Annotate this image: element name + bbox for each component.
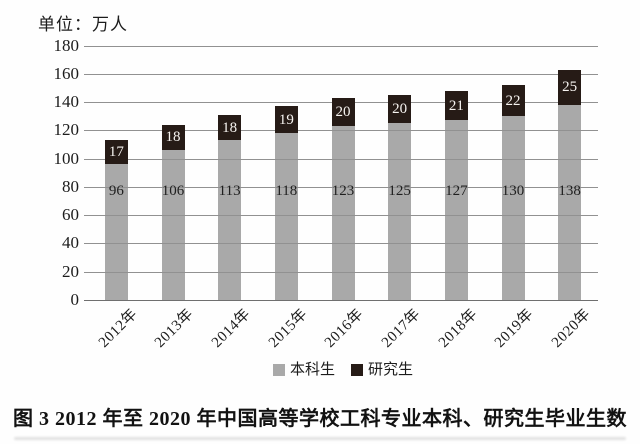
bar-segment-undergraduate	[274, 133, 298, 300]
bar-segment-graduate	[104, 140, 128, 165]
y-axis-tick-label: 140	[53, 92, 80, 112]
bar-segment-graduate	[218, 114, 242, 141]
bar-value-label-graduate: 22	[505, 92, 521, 109]
bar-segment-graduate	[501, 85, 525, 117]
gridline-20	[84, 271, 598, 273]
y-axis-tick-label: 80	[62, 176, 79, 196]
x-axis-tick-label: 2015年	[265, 306, 311, 351]
legend-item-undergraduate: 本科生	[272, 361, 335, 379]
legend-swatch-graduate	[351, 364, 363, 376]
page-edge-artifact	[14, 437, 626, 440]
bar-value-label-undergraduate: 96	[108, 183, 124, 199]
bar-segment-undergraduate	[104, 164, 128, 300]
legend-item-graduate: 研究生	[351, 361, 413, 379]
bar-value-label-graduate: 18	[165, 129, 181, 146]
y-axis-tick-label: 40	[62, 233, 79, 253]
legend: 本科生 研究生	[88, 361, 598, 379]
bar-value-label-undergraduate: 138	[558, 183, 581, 199]
bar-value-label-graduate: 20	[392, 101, 408, 118]
gridline-40	[84, 243, 598, 245]
gridline-80	[84, 186, 598, 188]
x-axis-tick-label: 2012年	[95, 306, 141, 351]
bar-segment-undergraduate	[501, 116, 525, 300]
bar-value-label-graduate: 18	[222, 119, 238, 136]
bar-value-label-graduate: 19	[278, 111, 294, 128]
bar-segment-undergraduate	[161, 150, 185, 300]
figure-caption: 图 3 2012 年至 2020 年中国高等学校工科专业本科、研究生毕业生数	[13, 408, 627, 430]
x-axis-tick-label: 2013年	[152, 306, 198, 351]
bar-value-label-undergraduate: 106	[161, 183, 185, 199]
gridline-160	[84, 73, 598, 75]
bar-segment-graduate	[444, 90, 468, 121]
bar-segment-undergraduate	[444, 120, 468, 300]
x-axis-tick-label: 2019年	[492, 306, 538, 351]
y-axis-tick-label: 0	[70, 290, 80, 309]
bar-value-label-graduate: 21	[448, 97, 464, 114]
legend-swatch-undergraduate	[272, 364, 285, 376]
bar-value-label-undergraduate: 118	[275, 183, 298, 199]
y-axis-tick-label: 180	[53, 35, 80, 55]
bar-segment-undergraduate	[558, 104, 582, 300]
bar-value-label-graduate: 25	[562, 79, 578, 96]
y-axis-tick-label: 100	[53, 148, 80, 168]
gridline-180	[84, 45, 598, 47]
y-axis-tick-label: 160	[53, 63, 80, 83]
x-axis-tick-label: 2018年	[435, 306, 481, 351]
bar-segment-graduate	[331, 97, 355, 127]
bar-segment-undergraduate	[218, 140, 242, 300]
x-axis-tick-label: 2016年	[322, 306, 368, 351]
bar-value-label-undergraduate: 130	[501, 183, 525, 199]
bar-chart-plot: 0 20 40 60 80 100 120 140 160 180 96 17 2012年 106 18 20…	[53, 35, 598, 351]
bar-segment-graduate	[388, 94, 412, 124]
unit-label: 单位：万人	[38, 15, 128, 34]
bar-value-label-graduate: 20	[335, 103, 351, 120]
y-axis-tick-label: 60	[62, 205, 79, 225]
bar-value-label-graduate: 17	[108, 144, 124, 161]
bar-value-label-undergraduate: 125	[388, 183, 411, 199]
bar-value-label-undergraduate: 127	[445, 183, 468, 199]
bar-value-label-undergraduate: 113	[218, 183, 241, 199]
gridline-100	[84, 158, 598, 160]
gridline-120	[84, 130, 598, 132]
legend-label-undergraduate: 本科生	[289, 362, 335, 378]
x-axis-tick-label: 2017年	[379, 306, 424, 351]
bar-segment-graduate	[558, 69, 582, 105]
x-axis-tick-label: 2014年	[209, 306, 254, 351]
legend-label-graduate: 研究生	[368, 362, 414, 378]
bar-value-label-undergraduate: 123	[331, 183, 355, 199]
x-axis-line	[84, 300, 598, 301]
y-axis-tick-label: 120	[53, 120, 80, 140]
y-axis-tick-label: 20	[62, 261, 79, 281]
bar-segment-graduate	[161, 124, 185, 151]
bar-segment-undergraduate	[388, 123, 412, 300]
bar-segment-undergraduate	[331, 126, 355, 300]
gridline-60	[84, 215, 598, 217]
bar-segment-graduate	[274, 106, 298, 134]
x-axis-tick-label: 2020年	[549, 306, 594, 351]
